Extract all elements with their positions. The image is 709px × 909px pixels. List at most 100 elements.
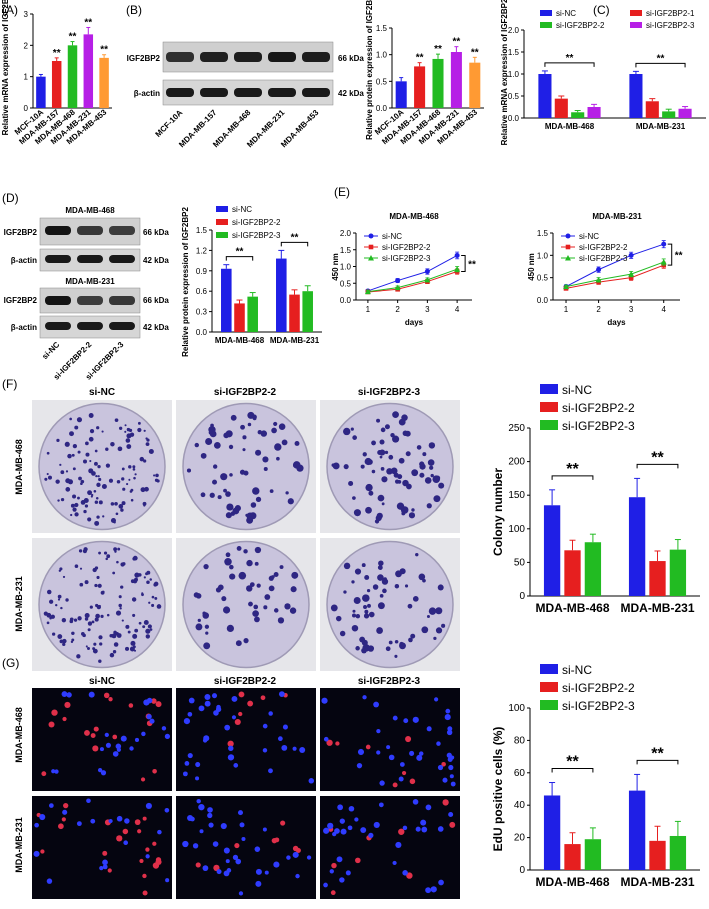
nucleus: [120, 735, 127, 742]
edu-positive-nucleus: [116, 835, 123, 842]
colony: [287, 498, 294, 505]
legend-label: si-IGF2BP2-1: [646, 9, 695, 18]
nucleus: [164, 807, 170, 813]
nucleus: [134, 737, 140, 743]
bar: [649, 561, 666, 596]
colony: [95, 613, 100, 619]
colony: [76, 417, 83, 423]
colony: [128, 465, 132, 469]
edu-row-1: MDA-MB-468: [14, 707, 24, 763]
blot-d-kda-3: 66 kDa: [143, 296, 169, 305]
colony: [46, 621, 50, 625]
significance-mark: **: [675, 251, 683, 262]
colony: [197, 618, 201, 622]
chart-e1-y-tick-label: 1.0: [340, 263, 352, 272]
colony: [246, 512, 254, 520]
colony: [208, 430, 213, 435]
colony: [94, 520, 100, 526]
colony: [209, 492, 215, 498]
colony: [96, 482, 101, 487]
nucleus: [99, 866, 104, 871]
chart-d-y-tick-label: 1.2: [196, 246, 208, 255]
colony: [80, 482, 83, 485]
nucleus: [445, 708, 451, 714]
colony: [368, 611, 375, 618]
nucleus: [141, 731, 146, 737]
nucleus: [415, 826, 421, 832]
colony: [105, 447, 109, 451]
colony: [255, 449, 262, 456]
chart-f: 0 50 100 150 200 250 ** MDA-MB-468 ** MDA-MB-231 C…: [491, 383, 700, 615]
edu-col-1: si-NC: [89, 676, 115, 687]
nucleus: [378, 802, 384, 808]
bar: [289, 294, 300, 332]
chart-c-y-tick-label: 0.0: [508, 114, 520, 123]
colony: [419, 461, 425, 467]
category-label: MDA-MB-231: [620, 875, 694, 889]
nucleus: [232, 854, 239, 861]
blot-band: [45, 226, 71, 235]
colony: [381, 502, 385, 506]
blot-b-kda-2: 42 kDa: [338, 89, 364, 98]
nucleus: [278, 691, 285, 697]
y-axis-label: Relative protein expression of IGF2BP2: [365, 0, 374, 140]
x-axis-label: days: [405, 318, 424, 327]
colony: [89, 429, 95, 434]
nucleus: [39, 814, 46, 821]
colony: [223, 488, 227, 493]
colony: [411, 508, 415, 512]
point: [563, 283, 570, 290]
colony: [97, 475, 100, 478]
nucleus: [182, 771, 188, 777]
edu-positive-nucleus: [441, 762, 446, 767]
colony: [381, 476, 388, 483]
colony: [145, 628, 151, 634]
nucleus: [102, 864, 108, 870]
colony: [193, 592, 200, 598]
legend-swatch: [540, 420, 558, 430]
colony: [98, 635, 103, 640]
colony: [404, 584, 409, 588]
colony: [222, 606, 231, 614]
colony: [87, 628, 91, 632]
colony: [395, 570, 402, 578]
bar: [587, 107, 601, 118]
blot-band: [109, 322, 135, 330]
significance-mark: **: [566, 53, 574, 64]
colony: [363, 613, 370, 619]
nucleus: [192, 843, 199, 849]
edu-positive-nucleus: [112, 734, 118, 740]
colony: [203, 642, 211, 650]
blot-d-protein-1: IGF2BP2: [4, 228, 38, 237]
colony: [384, 450, 389, 455]
y-axis-label: 450 nm: [331, 253, 340, 281]
nucleus: [402, 825, 408, 831]
nucleus: [295, 873, 300, 879]
colony: [146, 570, 151, 575]
nucleus: [88, 691, 95, 698]
series-line: [367, 255, 458, 292]
nucleus: [376, 728, 381, 734]
colony: [143, 429, 146, 432]
colony: [143, 620, 149, 625]
nucleus: [149, 718, 155, 724]
chart-d: 0.0 0.3 0.6 0.9 1.2 1.5 ** MDA-MB-468 ** MDA-MB-2…: [181, 205, 322, 357]
nucleus: [340, 828, 347, 835]
colony: [148, 601, 151, 604]
colony: [87, 646, 90, 650]
colony: [116, 633, 122, 638]
chart-e2-y-tick-label: 0.0: [537, 296, 549, 305]
edu-positive-nucleus: [195, 862, 201, 868]
nucleus: [239, 822, 245, 828]
x-tick-label: 2: [596, 305, 601, 314]
bar: [554, 98, 568, 118]
colony: [153, 581, 159, 587]
colony: [119, 607, 122, 610]
nucleus: [190, 816, 195, 822]
colony: [392, 435, 400, 443]
colony: [352, 609, 356, 613]
blot-band: [200, 88, 228, 97]
colony: [72, 444, 77, 449]
nucleus: [61, 691, 68, 697]
colony: [230, 414, 237, 421]
